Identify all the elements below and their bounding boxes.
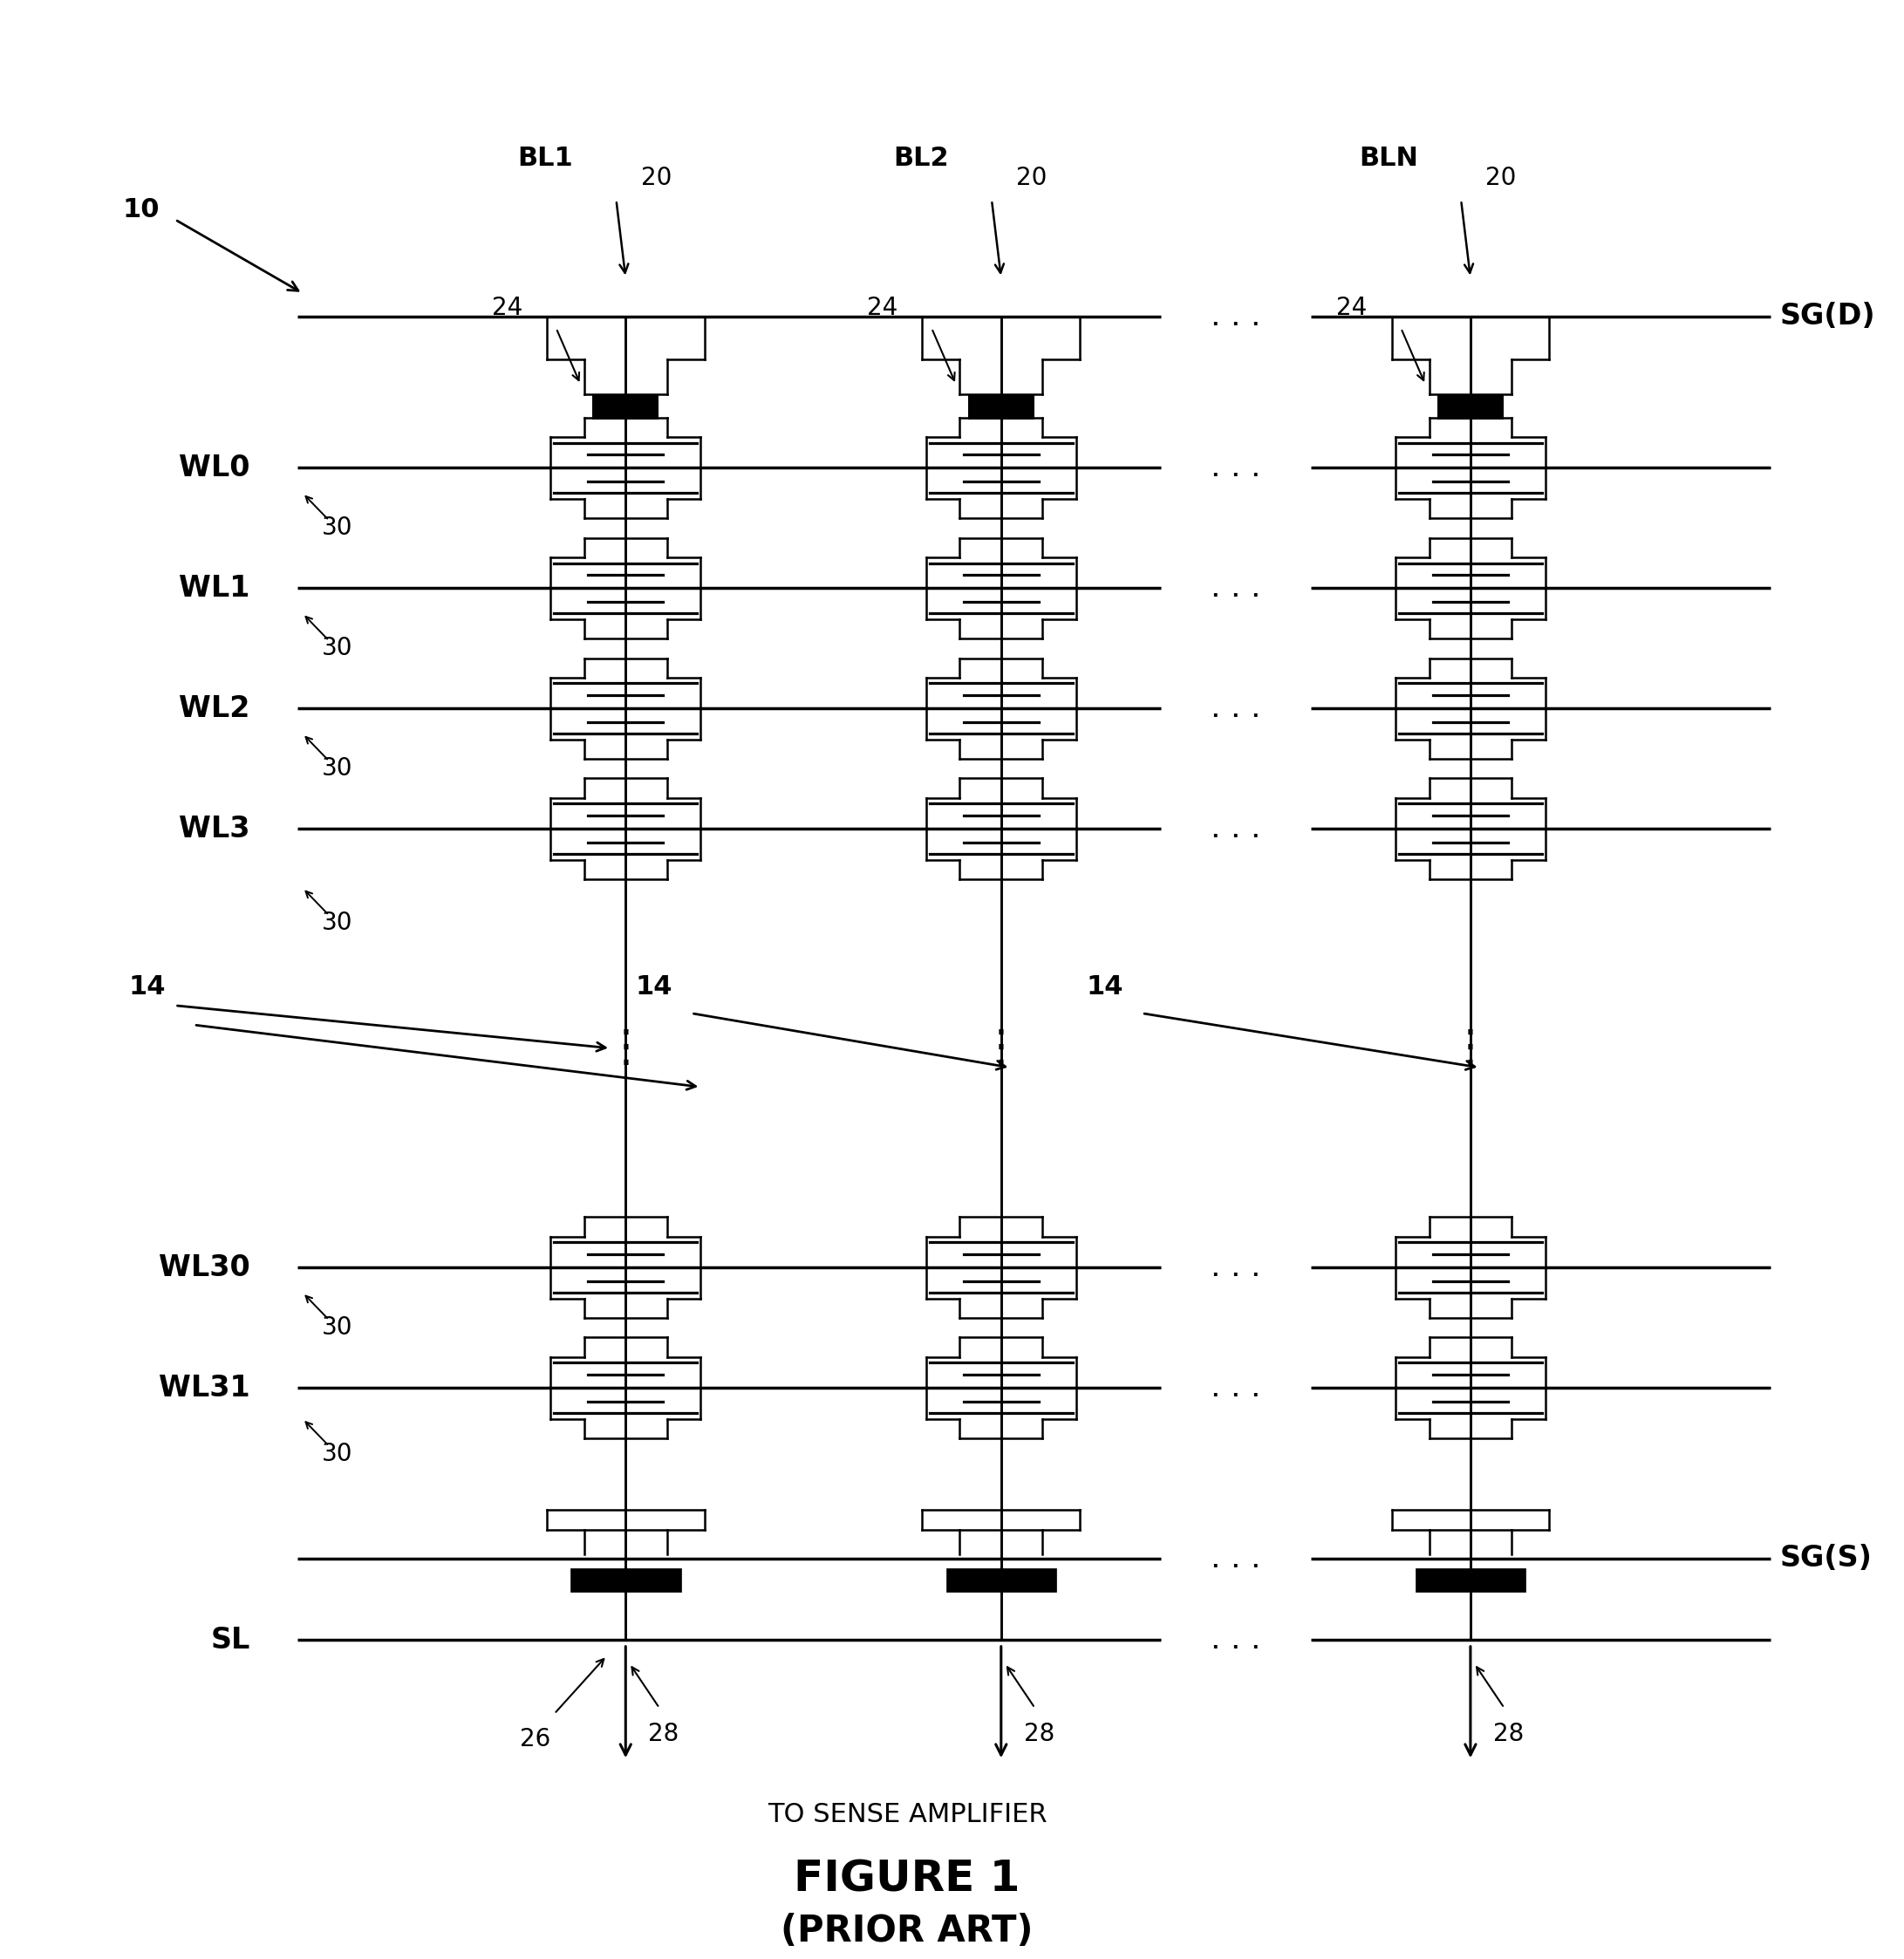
Text: 30: 30 xyxy=(322,637,352,660)
Text: SL: SL xyxy=(211,1626,249,1655)
Text: 14: 14 xyxy=(129,974,166,999)
Bar xyxy=(967,394,1034,419)
Text: BL1: BL1 xyxy=(518,145,573,170)
Text: 20: 20 xyxy=(1485,167,1516,190)
Bar xyxy=(571,1569,682,1591)
Text: 10: 10 xyxy=(122,198,160,223)
Text: . . .: . . . xyxy=(1211,574,1260,603)
Text: 28: 28 xyxy=(1024,1722,1055,1745)
Text: . . .: . . . xyxy=(1211,453,1260,482)
Text: 28: 28 xyxy=(1493,1722,1523,1745)
Text: BLN: BLN xyxy=(1359,145,1418,170)
Text: WL0: WL0 xyxy=(179,454,249,482)
Bar xyxy=(946,1569,1057,1591)
Text: WL1: WL1 xyxy=(179,574,249,603)
Bar xyxy=(592,394,659,419)
Text: FIGURE 1: FIGURE 1 xyxy=(794,1857,1021,1900)
Text: (PRIOR ART): (PRIOR ART) xyxy=(781,1912,1034,1949)
Text: 30: 30 xyxy=(322,1314,352,1340)
Text: 30: 30 xyxy=(322,1442,352,1465)
Text: 14: 14 xyxy=(636,974,672,999)
Text: . . .: . . . xyxy=(1211,1373,1260,1403)
Text: . . .: . . . xyxy=(1211,302,1260,331)
Text: WL31: WL31 xyxy=(158,1373,249,1403)
Bar xyxy=(1415,1569,1525,1591)
Text: . . .: . . . xyxy=(1211,1544,1260,1573)
Text: 24: 24 xyxy=(866,296,899,321)
Text: 30: 30 xyxy=(322,515,352,541)
Text: 20: 20 xyxy=(1017,167,1047,190)
Text: 26: 26 xyxy=(520,1728,550,1751)
Text: 30: 30 xyxy=(322,911,352,934)
Text: . . .: . . . xyxy=(1211,1626,1260,1655)
Text: . . .: . . . xyxy=(1211,1252,1260,1283)
Text: BL2: BL2 xyxy=(893,145,948,170)
Text: 24: 24 xyxy=(1337,296,1367,321)
Text: ⋮: ⋮ xyxy=(979,1027,1022,1070)
Text: ⋮: ⋮ xyxy=(604,1027,647,1070)
Bar xyxy=(1438,394,1504,419)
Text: . . .: . . . xyxy=(1211,693,1260,723)
Text: 30: 30 xyxy=(322,756,352,782)
Text: TO SENSE AMPLIFIER: TO SENSE AMPLIFIER xyxy=(767,1802,1047,1828)
Text: WL2: WL2 xyxy=(179,693,249,723)
Text: 14: 14 xyxy=(1085,974,1123,999)
Text: SG(D): SG(D) xyxy=(1780,302,1875,331)
Text: SG(S): SG(S) xyxy=(1780,1544,1872,1573)
Text: 24: 24 xyxy=(491,296,522,321)
Text: WL3: WL3 xyxy=(179,815,249,842)
Text: . . .: . . . xyxy=(1211,815,1260,844)
Text: ⋮: ⋮ xyxy=(1449,1027,1493,1070)
Text: 20: 20 xyxy=(640,167,672,190)
Text: WL30: WL30 xyxy=(158,1254,249,1281)
Text: 28: 28 xyxy=(647,1722,680,1745)
